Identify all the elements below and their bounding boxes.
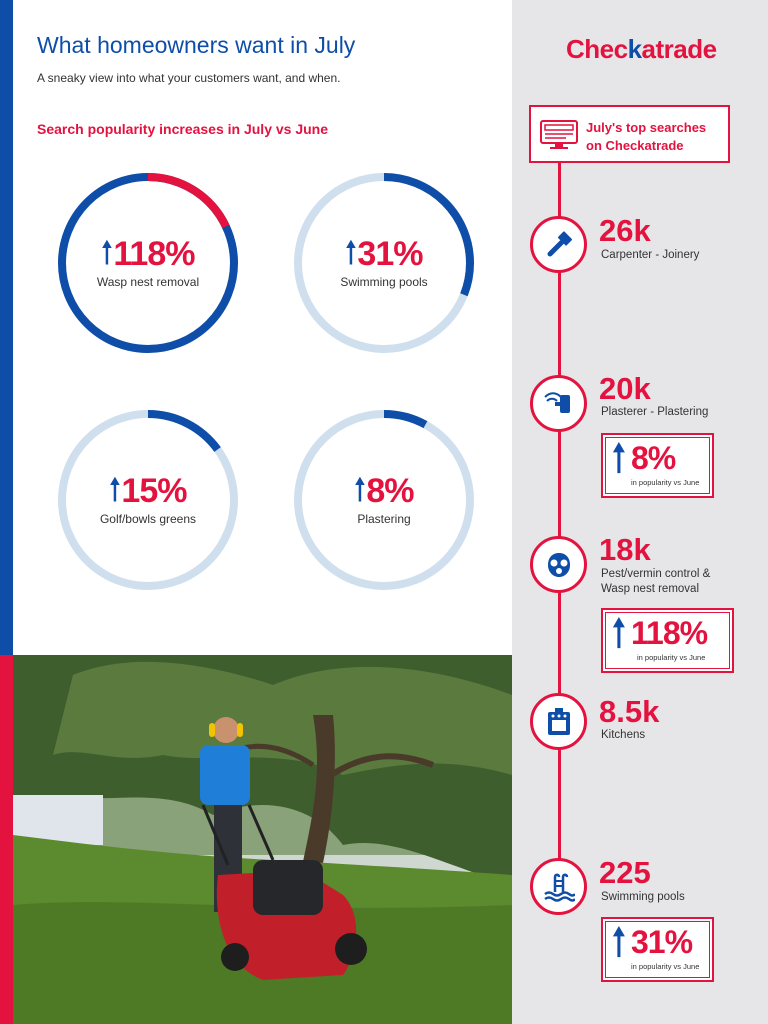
up-arrow-icon: 🠑 <box>345 237 357 270</box>
search-count: 8.5k <box>599 694 660 729</box>
up-arrow-icon: 🠑 <box>354 474 366 507</box>
search-category: Plasterer - Plastering <box>601 406 709 418</box>
plastering-trowel-icon <box>530 375 587 432</box>
gauge-value: 118% <box>113 235 195 273</box>
up-arrow-icon: 🠑 <box>612 613 626 655</box>
badge-caption: in popularity vs June <box>637 653 706 662</box>
up-arrow-icon: 🠑 <box>101 237 113 270</box>
increase-badge: 🠑 31% in popularity vs June <box>601 917 714 982</box>
oven-icon <box>530 693 587 750</box>
gauge-fill <box>294 173 474 353</box>
badge-value: 118% <box>631 615 708 651</box>
badge-value: 31% <box>631 924 693 960</box>
pool-ladder-icon <box>530 858 587 915</box>
checkatrade-logo: Checkatrade <box>566 34 717 64</box>
badge-caption: in popularity vs June <box>631 478 700 487</box>
gas-mask-icon <box>530 536 587 593</box>
gauge-label: Swimming pools <box>340 275 428 289</box>
up-arrow-icon: 🠑 <box>612 922 626 964</box>
lawn-mowing-photo <box>13 655 512 1024</box>
timeline-line <box>558 163 561 893</box>
search-count: 20k <box>599 371 651 406</box>
search-category: Swimming pools <box>601 891 685 903</box>
search-count: 225 <box>599 855 651 890</box>
right-panel <box>512 0 768 1024</box>
gauge-value: 31% <box>357 235 423 273</box>
page-subtitle: A sneaky view into what your customers w… <box>37 71 341 85</box>
gauge-ring <box>294 410 474 590</box>
section-title: Search popularity increases in July vs J… <box>37 121 329 137</box>
gauge-value: 15% <box>121 472 187 510</box>
gauge-plastering: 🠑 8% Plastering <box>289 405 479 595</box>
gauge-ring <box>294 173 474 353</box>
gauge-label: Wasp nest removal <box>96 275 200 289</box>
top-searches-title-line1: July's top searches <box>586 120 707 135</box>
increase-badge: 🠑 118% in popularity vs June <box>601 608 734 673</box>
badge-caption: in popularity vs June <box>631 962 700 971</box>
gauge-label: Golf/bowls greens <box>99 512 197 526</box>
top-searches-title-line2: on Checkatrade <box>586 138 684 153</box>
gauge-ring <box>58 173 238 353</box>
gauge-swimming-pools: 🠑 31% Swimming pools <box>289 168 479 358</box>
gauge-wasp-nest-removal: 🠑 118% Wasp nest removal <box>53 168 243 358</box>
badge-value: 8% <box>631 440 676 476</box>
gauge-fill <box>58 410 238 590</box>
gauge-overflow <box>58 173 238 353</box>
left-accent-bar-blue <box>0 0 13 655</box>
search-category: Kitchens <box>601 729 646 741</box>
search-category: Carpenter - Joinery <box>601 249 700 261</box>
page-title: What homeowners want in July <box>37 32 356 58</box>
search-category: Pest/vermin control & Wasp nest removal <box>601 568 711 595</box>
gauge-label: Plastering <box>357 512 411 526</box>
gauge-fill <box>294 410 474 590</box>
monitor-search-icon <box>540 120 578 155</box>
search-count: 26k <box>599 213 651 248</box>
top-searches-header: July's top searches on Checkatrade <box>529 105 730 163</box>
up-arrow-icon: 🠑 <box>612 438 626 480</box>
gauge-value: 8% <box>366 472 414 510</box>
search-count: 18k <box>599 532 651 567</box>
gauge-golf-bowls-greens: 🠑 15% Golf/bowls greens <box>53 405 243 595</box>
photo-illustration <box>13 655 512 1024</box>
hammer-icon <box>530 216 587 273</box>
gauge-ring <box>58 410 238 590</box>
left-accent-bar-red <box>0 655 13 1024</box>
up-arrow-icon: 🠑 <box>109 474 121 507</box>
increase-badge: 🠑 8% in popularity vs June <box>601 433 714 498</box>
